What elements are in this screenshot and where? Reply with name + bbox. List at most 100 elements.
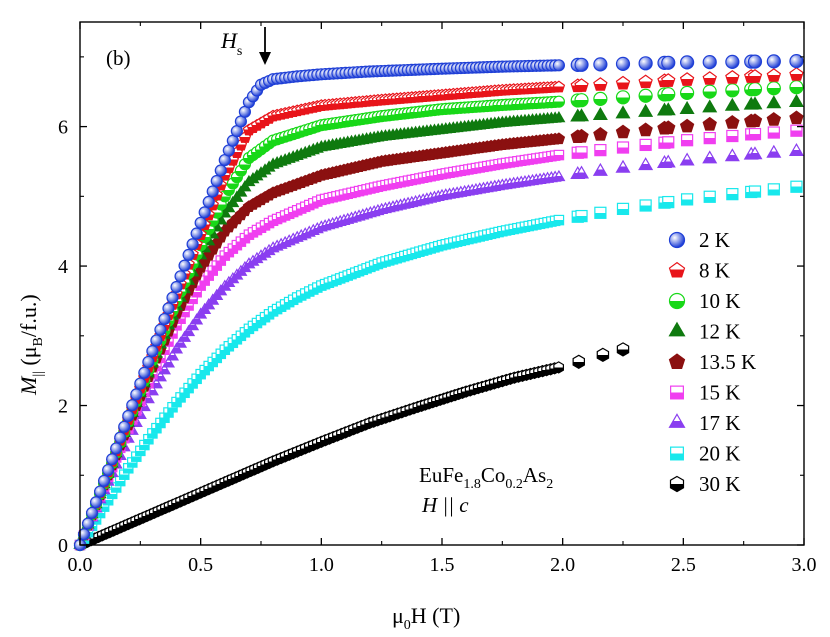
series-30-K xyxy=(74,342,630,552)
data-point xyxy=(661,73,676,87)
data-point xyxy=(114,431,127,444)
data-point xyxy=(725,54,740,69)
data-point xyxy=(679,152,695,166)
data-point xyxy=(726,129,739,143)
data-point xyxy=(638,103,654,117)
data-point xyxy=(552,80,566,93)
data-point xyxy=(134,377,147,390)
y-tick-label: 2 xyxy=(58,396,68,418)
data-point xyxy=(150,334,163,347)
sample-formula: EuFe1.8Co0.2As2 xyxy=(419,463,553,492)
data-point xyxy=(616,342,630,357)
legend-label: 17 K xyxy=(699,411,740,435)
ticks-layer: 0.0 0.5 1.0 1.5 2.0 2.5 3.0 0 2 4 6 xyxy=(58,22,817,576)
data-point xyxy=(572,354,585,370)
legend-label: 8 K xyxy=(699,259,730,283)
data-point xyxy=(575,209,588,223)
x-axis-label: μ0H (T) xyxy=(392,603,460,633)
data-point xyxy=(639,138,652,152)
data-point xyxy=(748,185,762,198)
hs-arrow-head xyxy=(259,52,271,65)
data-point xyxy=(615,105,631,119)
data-point xyxy=(703,190,716,203)
x-tick-label: 0.0 xyxy=(68,554,93,576)
legend-marker xyxy=(668,292,686,310)
x-tick-label: 2.5 xyxy=(671,554,696,576)
data-point xyxy=(594,144,607,157)
series-20-K xyxy=(74,180,803,551)
y-axis-label: M|| (μB/f.u.) xyxy=(16,294,46,396)
data-point xyxy=(178,259,191,272)
data-point xyxy=(182,324,196,337)
data-point xyxy=(725,83,740,98)
data-point xyxy=(170,280,183,294)
data-point xyxy=(766,144,782,158)
y-tick-label: 4 xyxy=(58,256,68,278)
data-point xyxy=(162,302,175,315)
legend: 2 K 8 K 10 K 12 K 13.5 K 15 K 17 K 20 K 30 K xyxy=(668,228,756,496)
data-point xyxy=(789,80,804,95)
data-point xyxy=(702,150,718,164)
data-point xyxy=(186,238,199,251)
data-point xyxy=(702,116,717,131)
data-point xyxy=(166,291,179,304)
legend-item: 2 K xyxy=(668,228,730,252)
data-point xyxy=(553,149,565,161)
legend-marker xyxy=(670,446,684,461)
data-point xyxy=(596,347,610,363)
data-point xyxy=(767,126,780,139)
data-point xyxy=(552,111,566,123)
data-point xyxy=(725,115,740,129)
data-point xyxy=(122,409,135,423)
legend-item: 13.5 K xyxy=(668,350,756,374)
data-point xyxy=(592,106,608,120)
data-point xyxy=(89,496,103,509)
data-point xyxy=(553,361,565,374)
data-point xyxy=(102,463,115,477)
data-point xyxy=(662,136,675,149)
data-point xyxy=(178,330,192,342)
x-tick-label: 2.0 xyxy=(550,554,575,576)
data-point xyxy=(679,100,695,114)
legend-marker xyxy=(668,261,686,278)
field-orientation: H || c xyxy=(421,493,469,517)
data-point xyxy=(130,388,143,401)
data-point xyxy=(552,169,566,182)
data-point xyxy=(766,81,781,96)
data-point xyxy=(747,146,763,160)
data-point xyxy=(161,356,176,368)
data-point xyxy=(182,248,195,262)
data-point xyxy=(593,77,608,91)
data-point xyxy=(639,199,652,212)
data-point xyxy=(575,146,588,159)
legend-marker xyxy=(669,475,685,493)
y-tick-label: 0 xyxy=(58,535,68,557)
data-point xyxy=(702,84,717,99)
legend-label: 10 K xyxy=(699,289,740,313)
data-point xyxy=(593,57,608,72)
data-point xyxy=(98,474,111,487)
data-point xyxy=(574,108,590,122)
data-point xyxy=(616,141,630,154)
data-point xyxy=(615,124,631,139)
hs-label: Hs xyxy=(220,28,242,59)
data-point xyxy=(170,342,184,354)
data-point xyxy=(615,56,631,71)
data-point xyxy=(138,366,151,379)
data-point xyxy=(190,313,204,325)
x-tick-label: 3.0 xyxy=(792,554,817,576)
legend-item: 15 K xyxy=(670,381,740,405)
data-point xyxy=(574,57,589,72)
data-point xyxy=(210,174,223,188)
data-point xyxy=(198,206,211,219)
legend-label: 13.5 K xyxy=(699,350,756,374)
data-point xyxy=(660,102,676,116)
data-point xyxy=(118,420,131,433)
legend-item: 17 K xyxy=(668,411,740,435)
data-point xyxy=(789,54,804,69)
data-point xyxy=(725,70,740,84)
data-point xyxy=(679,72,695,86)
legend-item: 20 K xyxy=(670,442,740,466)
data-point xyxy=(574,165,590,179)
legend-marker xyxy=(668,413,686,428)
